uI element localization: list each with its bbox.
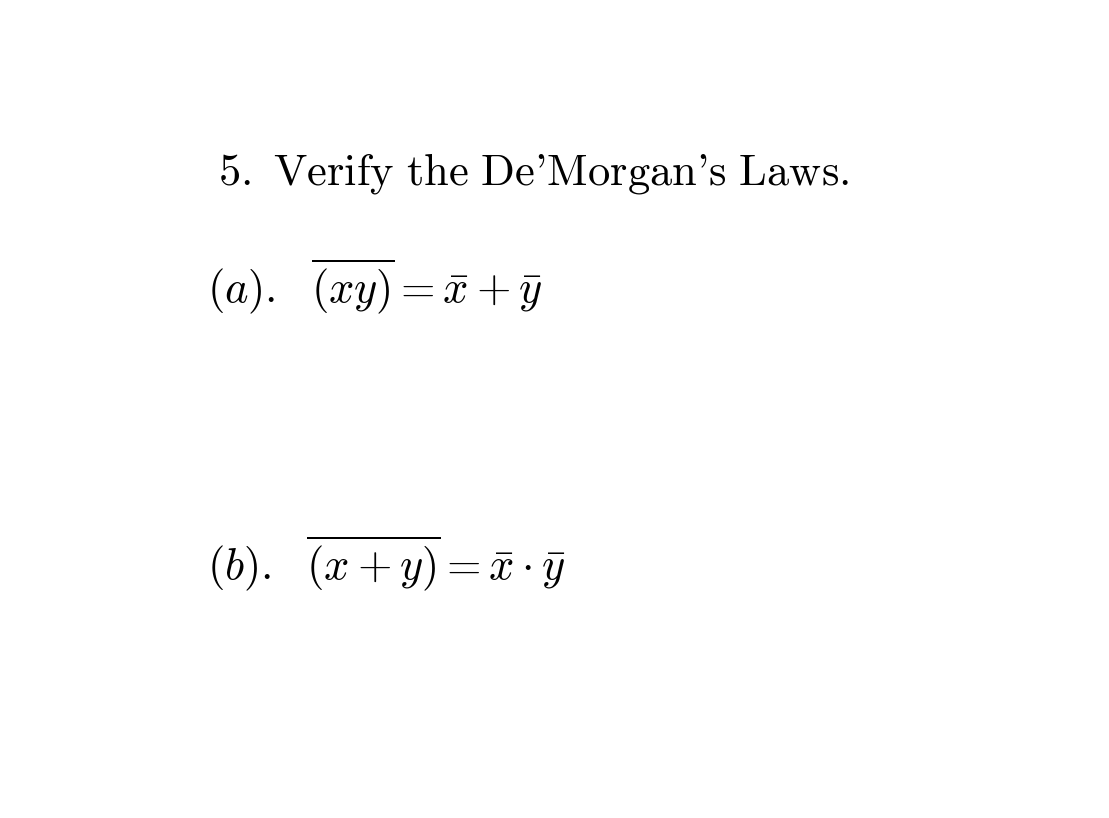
Text: $(b).\ \ \overline{(x + y)} = \bar{x} \cdot \bar{y}$: $(b).\ \ \overline{(x + y)} = \bar{x} \c…: [207, 534, 567, 595]
Text: $(a).\ \ \overline{(xy)} = \bar{x} + \bar{y}$: $(a).\ \ \overline{(xy)} = \bar{x} + \ba…: [207, 257, 542, 317]
Text: $\mathbf{5.}\ \mathrm{Verify\ the\ De\text{'}Morgan\text{'}s\ Laws.}$: $\mathbf{5.}\ \mathrm{Verify\ the\ De\te…: [218, 151, 849, 196]
